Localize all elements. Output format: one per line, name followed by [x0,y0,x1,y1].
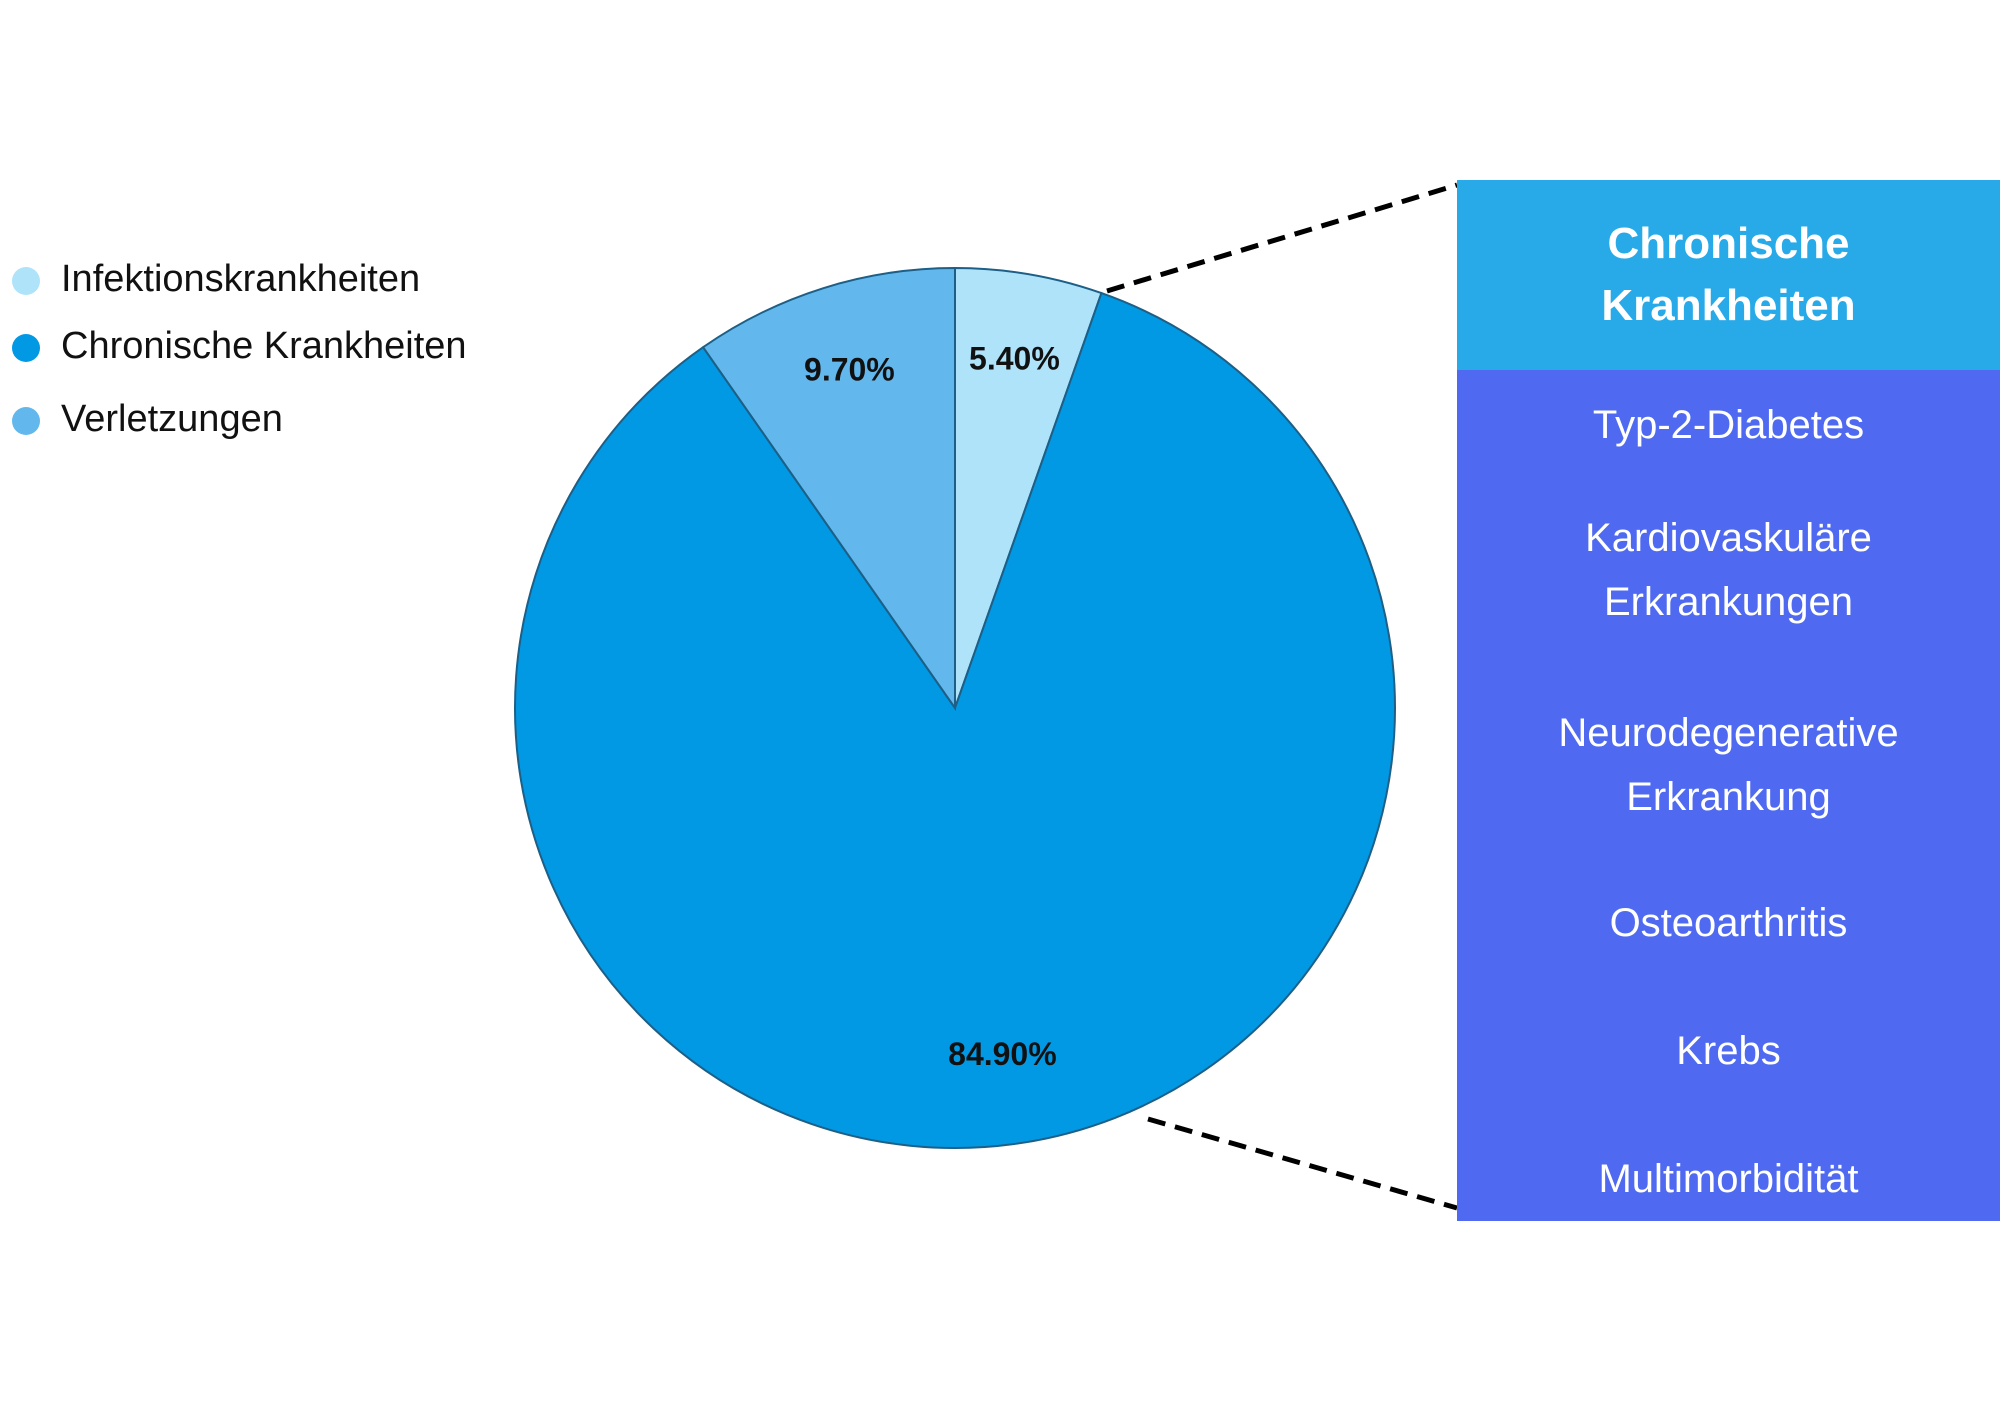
panel-item: Krebs [1676,1029,1781,1073]
panel-item-row: Neurodegenerative Erkrankung [1457,701,2000,829]
panel-item: Typ-2-Diabetes [1592,403,1865,447]
legend-swatch [12,267,40,295]
panel-item: Neurodegenerative Erkrankung [1558,711,1899,819]
pie-slice [954,266,1103,709]
panel-item-row: Multimorbidität [1457,1147,2000,1211]
panel-item-row: Typ-2-Diabetes [1457,393,2000,457]
value-label: 9.70% [804,352,895,388]
panel-item: Multimorbidität [1598,1157,1859,1201]
legend-swatch [12,334,40,362]
pie-slice [701,266,956,712]
panel-item: Kardiovaskuläre Erkrankungen [1585,516,1872,624]
panel-item: Osteoarthritis [1609,901,1848,945]
connector-line [1147,1116,1458,1211]
panel-header: Chronische Krankheiten [1457,180,2000,370]
connector-line [1106,182,1458,294]
value-label: 5.40% [969,341,1060,377]
detail-panel: Chronische Krankheiten Typ-2-Diabetes Kar… [1457,180,2000,1221]
pie-slice [514,291,1396,1149]
value-label: 84.90% [948,1036,1057,1072]
legend-label: Verletzungen [61,398,283,440]
panel-item-row: Kardiovaskuläre Erkrankungen [1457,506,2000,634]
panel-item-row: Osteoarthritis [1457,891,2000,955]
legend-label: Infektionskrankheiten [61,258,420,300]
panel-item-row: Krebs [1457,1019,2000,1083]
legend-swatch [12,407,40,435]
panel-list: Typ-2-Diabetes Kardiovaskuläre Erkrankung… [1457,370,2000,1221]
panel-title: Chronische Krankheiten [1601,219,1856,330]
legend-label: Chronische Krankheiten [61,325,467,367]
